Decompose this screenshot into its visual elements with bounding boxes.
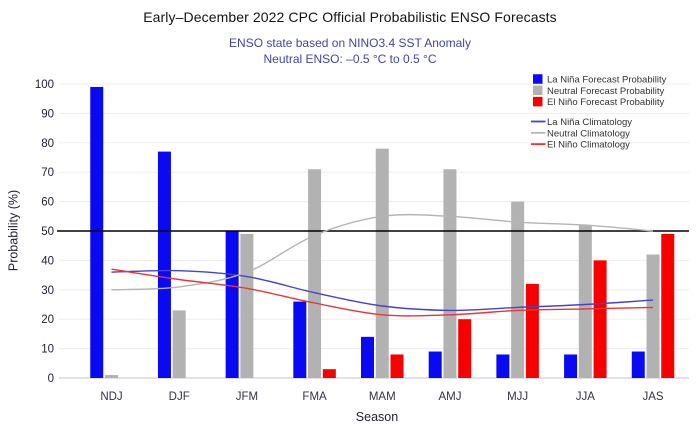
- chart-subtitle-neutral-range: Neutral ENSO: –0.5 °C to 0.5 °C: [263, 52, 437, 66]
- y-tick-label: 40: [41, 255, 54, 267]
- x-tick-label-jja: JJA: [576, 391, 596, 403]
- bar-el-ni-o-forecast-probability-mjj: [525, 283, 539, 378]
- y-tick-label: 20: [41, 314, 54, 326]
- legend-label-el-ni-o-climatology: El Niño Climatology: [547, 140, 630, 151]
- legend-swatch-neutral-forecast-probability: [533, 85, 543, 96]
- bar-neutral-forecast-probability-mjj: [511, 201, 525, 378]
- bar-neutral-forecast-probability-mam: [375, 148, 389, 378]
- bar-la-ni-a-forecast-probability-mam: [361, 336, 375, 378]
- bar-neutral-forecast-probability-ndj: [105, 375, 118, 378]
- legend-label-neutral-forecast-probability: Neutral Forecast Probability: [547, 86, 664, 97]
- x-tick-label-jfm: JFM: [236, 391, 258, 403]
- chart-subtitle-enso-state: ENSO state based on NINO3.4 SST Anomaly: [229, 36, 471, 50]
- legend-swatch-la-ni-a-forecast-probability: [533, 74, 543, 84]
- bar-neutral-forecast-probability-fma: [308, 169, 322, 378]
- line-neutral-climatology: [111, 213, 654, 291]
- x-tick-label-jas: JAS: [642, 391, 663, 403]
- bar-neutral-forecast-probability-djf: [172, 310, 186, 378]
- bar-neutral-forecast-probability-jja: [578, 225, 592, 378]
- y-tick-label: 50: [41, 226, 54, 238]
- y-tick-label: 0: [48, 373, 54, 385]
- legend-swatch-el-ni-o-forecast-probability: [533, 96, 543, 107]
- chart-title: Early–December 2022 CPC Official Probabi…: [143, 9, 557, 25]
- bar-la-ni-a-forecast-probability-djf: [157, 151, 171, 378]
- legend-label-el-ni-o-forecast-probability: El Niño Forecast Probability: [547, 97, 664, 108]
- bar-la-ni-a-forecast-probability-ndj: [90, 86, 104, 378]
- y-tick-label: 100: [35, 79, 54, 91]
- y-tick-label: 80: [41, 138, 54, 150]
- bar-el-ni-o-forecast-probability-fma: [322, 369, 336, 378]
- x-axis-title: Season: [355, 410, 399, 424]
- x-tick-label-mam: MAM: [369, 391, 396, 403]
- legend-label-neutral-climatology: Neutral Climatology: [547, 128, 630, 139]
- line-el-ni-o-climatology: [111, 268, 654, 317]
- bar-neutral-forecast-probability-jfm: [240, 233, 254, 378]
- bar-neutral-forecast-probability-jas: [646, 254, 660, 378]
- y-tick-label: 10: [41, 344, 54, 356]
- y-tick-label: 30: [41, 285, 54, 297]
- x-tick-label-mjj: MJJ: [507, 391, 528, 403]
- x-tick-label-amj: AMJ: [438, 391, 461, 403]
- x-tick-label-ndj: NDJ: [100, 391, 122, 403]
- y-tick-label: 70: [41, 167, 54, 179]
- x-tick-label-djf: DJF: [169, 391, 190, 403]
- bar-el-ni-o-forecast-probability-amj: [458, 319, 472, 378]
- bar-la-ni-a-forecast-probability-jfm: [225, 231, 239, 378]
- bar-la-ni-a-forecast-probability-jas: [631, 351, 645, 378]
- legend-label-la-ni-a-climatology: La Niña Climatology: [547, 117, 632, 128]
- bar-la-ni-a-forecast-probability-mjj: [496, 354, 510, 378]
- legend-label-la-ni-a-forecast-probability: La Niña Forecast Probability: [547, 75, 667, 86]
- x-tick-label-fma: FMA: [302, 391, 327, 403]
- bar-el-ni-o-forecast-probability-mam: [390, 354, 404, 378]
- bar-el-ni-o-forecast-probability-jas: [661, 233, 675, 378]
- y-tick-label: 90: [41, 108, 54, 120]
- bar-la-ni-a-forecast-probability-amj: [428, 351, 442, 378]
- bar-la-ni-a-forecast-probability-jja: [564, 354, 578, 378]
- bar-neutral-forecast-probability-amj: [443, 169, 457, 378]
- line-la-ni-a-climatology: [111, 269, 654, 312]
- bar-la-ni-a-forecast-probability-fma: [293, 301, 307, 378]
- bar-el-ni-o-forecast-probability-jja: [593, 260, 607, 378]
- y-tick-label: 60: [41, 197, 54, 209]
